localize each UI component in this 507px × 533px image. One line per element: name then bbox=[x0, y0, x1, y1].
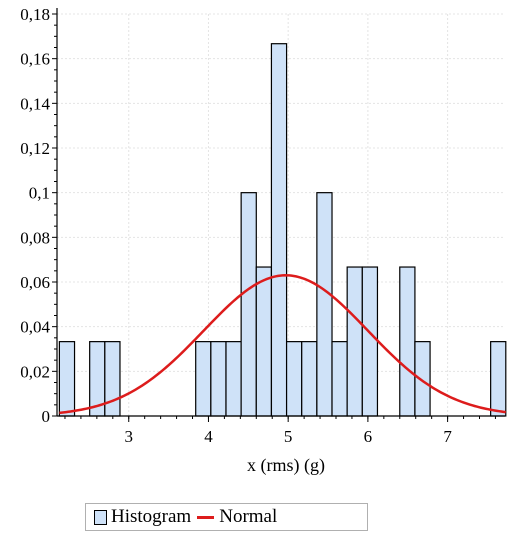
histogram-bar bbox=[58, 341, 76, 417]
legend-histogram-label: Histogram bbox=[111, 506, 192, 527]
x-axis-title: x (rms) (g) bbox=[247, 455, 325, 476]
normal-curve-line bbox=[59, 274, 506, 415]
y-tick-label: 0,18 bbox=[20, 5, 50, 24]
histogram-bar bbox=[255, 266, 273, 417]
x-axis-ticks: 3 4 5 6 7 bbox=[64, 416, 496, 446]
y-tick-label: 0,04 bbox=[20, 318, 50, 337]
histogram-bar bbox=[210, 341, 227, 417]
histogram-bar bbox=[301, 341, 318, 417]
histogram-bar bbox=[240, 192, 257, 417]
legend-histogram-swatch bbox=[94, 509, 107, 525]
histogram-bar bbox=[346, 266, 363, 417]
y-tick-label: 0,14 bbox=[20, 94, 50, 113]
y-tick-label: 0,1 bbox=[29, 184, 50, 203]
histogram-bar bbox=[331, 341, 348, 417]
histogram-bar bbox=[490, 341, 507, 417]
histogram-bar bbox=[195, 341, 212, 417]
legend-item-histogram: Histogram bbox=[94, 506, 191, 528]
histogram-bar bbox=[414, 341, 431, 417]
x-tick-label: 7 bbox=[443, 427, 452, 446]
legend: Histogram Normal bbox=[85, 503, 368, 531]
histogram-bar bbox=[316, 192, 333, 417]
histogram-bar bbox=[285, 341, 303, 417]
histogram-chart: 0 0,02 0,04 0,06 0,08 0,1 0,12 0,14 0,16 0,18 3 4 5… bbox=[20, 5, 507, 476]
x-tick-label: 5 bbox=[284, 427, 293, 446]
x-tick-label: 3 bbox=[124, 427, 133, 446]
x-tick-label: 6 bbox=[364, 427, 373, 446]
y-tick-label: 0,16 bbox=[20, 50, 50, 69]
histogram-bars bbox=[58, 43, 507, 417]
x-tick-label: 4 bbox=[204, 427, 213, 446]
y-tick-label: 0,06 bbox=[20, 273, 50, 292]
histogram-bar bbox=[361, 266, 379, 417]
y-axis-ticks: 0 0,02 0,04 0,06 0,08 0,1 0,12 0,14 0,16 0,18 bbox=[20, 5, 57, 426]
histogram-bar bbox=[270, 43, 288, 417]
y-tick-label: 0 bbox=[42, 407, 51, 426]
y-tick-label: 0,02 bbox=[20, 362, 50, 381]
axes bbox=[56, 8, 505, 417]
histogram-bar bbox=[104, 341, 121, 417]
y-tick-label: 0,12 bbox=[20, 139, 50, 158]
legend-item-normal: Normal bbox=[191, 506, 277, 528]
legend-normal-swatch bbox=[197, 515, 215, 519]
histogram-bar bbox=[399, 266, 416, 417]
legend-normal-label: Normal bbox=[219, 506, 278, 527]
y-tick-label: 0,08 bbox=[20, 228, 50, 247]
histogram-bar bbox=[225, 341, 242, 417]
